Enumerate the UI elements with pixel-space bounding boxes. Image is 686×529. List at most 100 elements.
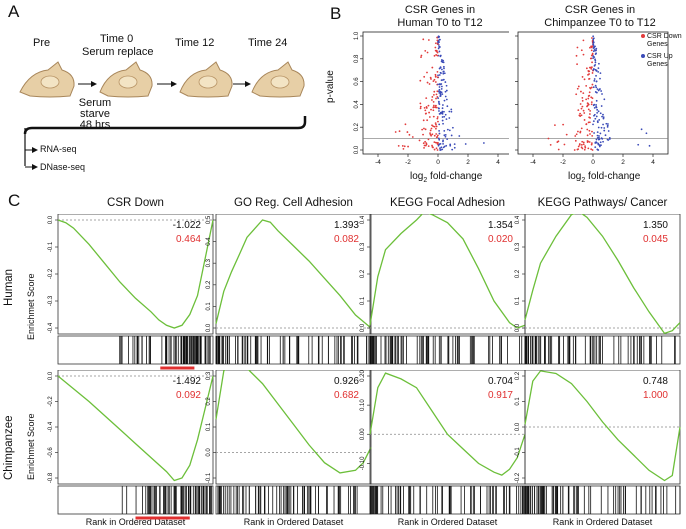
gsea-col-title-3: KEGG Pathways/ Cancer [537, 197, 668, 209]
gene-point [593, 48, 596, 51]
gene-point [406, 131, 409, 133]
fdr-value: 0.682 [334, 390, 359, 401]
gene-point [437, 144, 440, 147]
gene-point [580, 49, 583, 52]
gene-point [419, 105, 422, 108]
y-tick-label: 0.1 [360, 296, 366, 305]
gene-point [441, 104, 444, 106]
gene-point [593, 79, 596, 82]
gene-point [426, 119, 429, 122]
gsea-col-title-2: KEGG Focal Adhesion [389, 197, 506, 209]
gene-point [443, 99, 446, 102]
y-tick-label: 0.4 [515, 215, 521, 224]
volcano-legend: CSR Down Genes CSR Up Genes [641, 33, 682, 69]
gene-point [422, 142, 425, 145]
gene-point [587, 121, 590, 124]
x-tick-label: 4 [651, 159, 655, 166]
gene-point [585, 98, 588, 101]
gene-point [595, 106, 598, 109]
gene-point [582, 92, 585, 95]
volcano-title-chimp: CSR Genes in Chimpanzee T0 to T12 [515, 4, 685, 30]
legend-dot-blue [641, 54, 645, 58]
gene-point [425, 106, 428, 108]
y-tick-label: 0.2 [515, 371, 521, 380]
gene-point [433, 148, 436, 151]
gene-point [580, 107, 583, 110]
gene-point [435, 97, 437, 100]
gene-point [438, 123, 441, 126]
volcano-ylabel: p-value [325, 70, 336, 103]
gene-point [441, 112, 444, 115]
gene-point [423, 144, 426, 147]
gene-point [585, 84, 588, 87]
timepoint-24: Time 24 [248, 37, 288, 49]
gene-point [600, 144, 602, 147]
y-tick-label: 0.20 [360, 370, 366, 382]
gsea-xlabel-3: Rank in Ordered Dataset [552, 517, 653, 527]
gene-point [422, 38, 425, 41]
gene-point [591, 130, 593, 133]
nes-value: 0.926 [334, 376, 359, 387]
nes-value: 0.748 [643, 376, 668, 387]
gene-point [429, 76, 432, 79]
gene-point [583, 112, 586, 114]
gene-point [464, 143, 467, 145]
gene-point [418, 139, 421, 142]
gene-point [587, 103, 590, 106]
gene-point [637, 143, 640, 146]
gene-point [441, 148, 444, 151]
y-tick-label: 0.0 [206, 323, 212, 332]
gene-point [402, 147, 405, 150]
gene-point [423, 75, 426, 78]
gsea-panel: 0.0 -0.2 -0.4 -0.6 -0.8 -1.492 0.092 [48, 370, 214, 520]
gene-point [588, 141, 591, 143]
gene-point [422, 119, 425, 122]
gene-point [601, 93, 603, 95]
panel-b-letter: B [330, 4, 342, 23]
gene-point [441, 110, 444, 113]
gene-point [436, 54, 439, 57]
enrichment-curve [369, 214, 526, 329]
gene-point [600, 126, 603, 129]
gene-point [578, 143, 581, 145]
gene-point [432, 100, 435, 103]
y-tick-label: -0.2 [48, 396, 54, 407]
y-tick-label: 0.2 [206, 397, 212, 406]
gene-point [581, 99, 584, 102]
gene-point [431, 144, 433, 147]
cell-icon-time24 [251, 61, 305, 98]
gene-point [432, 106, 435, 109]
gsea-frame [57, 214, 214, 335]
gene-point [592, 37, 595, 40]
gene-point [442, 146, 445, 149]
gene-point [450, 108, 453, 111]
gene-point [596, 111, 599, 114]
y-tick-label: -0.4 [48, 421, 54, 432]
gene-point [599, 77, 601, 80]
gene-point [424, 140, 427, 143]
gene-point [448, 110, 451, 113]
gene-point [434, 73, 437, 76]
gene-point [594, 61, 597, 64]
gene-point [589, 133, 591, 135]
gene-point [597, 126, 600, 129]
gene-point [437, 97, 440, 100]
gene-point [582, 141, 585, 144]
gene-point [590, 66, 593, 69]
gene-point [427, 138, 430, 141]
gene-point [595, 138, 598, 141]
gene-point [592, 43, 595, 46]
gene-point [595, 99, 598, 102]
panel-c-letter: C [8, 191, 21, 210]
gene-point [592, 68, 595, 71]
y-tick-label: -0.1 [206, 472, 212, 483]
gene-point [580, 90, 582, 93]
gene-point [594, 84, 597, 87]
gene-point [428, 116, 431, 118]
gene-point [450, 134, 453, 137]
gene-point [590, 46, 593, 49]
gene-point [453, 143, 456, 146]
fdr-value: 0.092 [176, 390, 201, 401]
gene-point [602, 113, 604, 116]
nes-value: 1.393 [334, 220, 359, 231]
